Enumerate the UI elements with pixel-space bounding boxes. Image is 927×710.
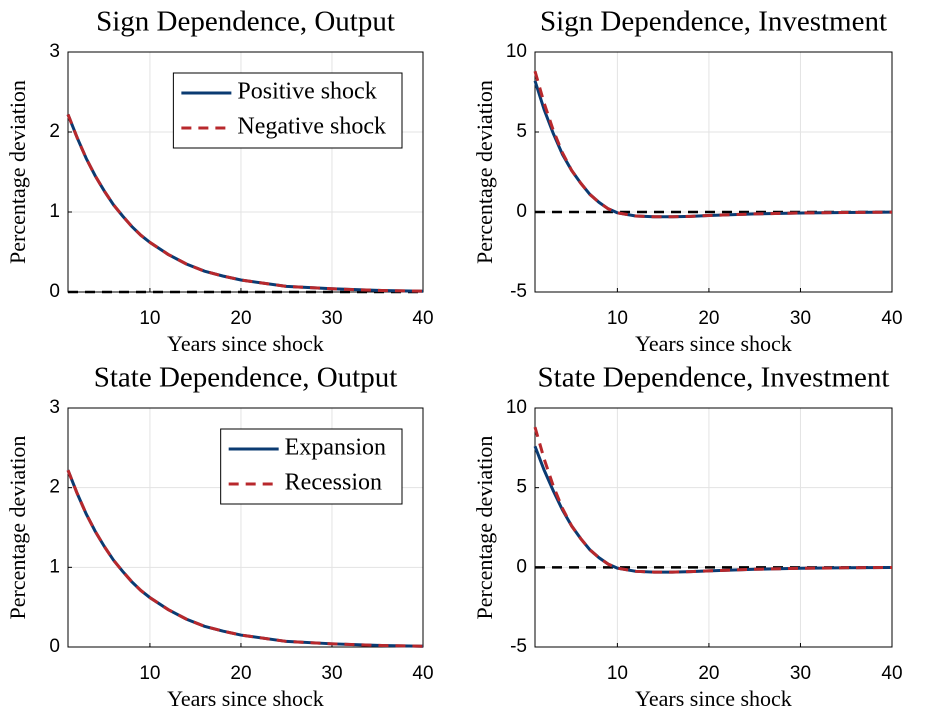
y-tick-label: 10 [506,397,527,418]
y-axis-label: Percentage deviation [472,436,497,620]
chart-title: State Dependence, Output [94,362,398,394]
x-tick-label: 30 [790,308,811,329]
chart-title: State Dependence, Investment [538,362,890,394]
y-tick-label: 5 [516,121,527,142]
series-line [533,80,893,219]
x-axis-label: Years since shock [167,331,324,356]
chart-title: Sign Dependence, Investment [540,6,887,38]
panel: 0 1 2 3 10 20 30 40 State Dependence, Output Year… [5,362,434,710]
y-tick-label: 10 [506,41,527,62]
x-axis-label: Years since shock [635,686,792,710]
legend-label: Negative shock [237,114,386,140]
y-tick-label: 0 [516,556,527,577]
x-tick-label: 10 [139,308,160,329]
y-tick-label: 2 [49,121,60,142]
x-tick-label: 10 [607,663,628,684]
x-tick-label: 20 [698,663,719,684]
legend-frame [220,428,403,505]
x-tick-label: 10 [139,663,160,684]
axes-frame [67,407,424,648]
panel: -5 0 5 10 10 20 30 40 State Dependence, Investme… [472,362,903,710]
y-tick-label: 3 [49,41,60,62]
y-tick-label: 2 [49,477,60,498]
x-tick-label: 40 [881,663,902,684]
y-tick-label: 1 [49,556,60,577]
x-tick-label: 20 [230,663,251,684]
x-tick-label: 30 [321,663,342,684]
axes-frame [534,51,893,293]
chart-title: Sign Dependence, Output [96,6,395,38]
panel: 0 1 2 3 10 20 30 40 Sign Dependence, Output Years… [5,6,434,356]
legend: Expansion Recession [220,428,403,505]
y-tick-label: 3 [49,397,60,418]
y-axis-label: Percentage deviation [5,436,30,620]
x-tick-label: 30 [321,308,342,329]
series-line [533,70,893,219]
legend: Positive shock Negative shock [172,72,403,149]
series-line [533,445,893,574]
x-tick-label: 40 [412,308,433,329]
y-tick-label: -5 [510,636,527,657]
y-tick-label: -5 [510,281,527,302]
x-tick-label: 30 [790,663,811,684]
series-line [66,469,424,648]
panel: -5 0 5 10 10 20 30 40 Sign Dependence, Investmen… [472,6,903,356]
y-axis-label: Percentage deviation [472,80,497,264]
legend-label: Expansion [285,435,386,461]
y-axis-label: Percentage deviation [5,80,30,264]
y-tick-label: 1 [49,201,60,222]
x-axis-label: Years since shock [635,331,792,356]
x-tick-label: 40 [881,308,902,329]
legend-frame [172,72,403,149]
x-tick-label: 40 [412,663,433,684]
y-tick-label: 0 [49,636,60,657]
x-axis-label: Years since shock [167,686,324,710]
x-tick-label: 20 [698,308,719,329]
y-tick-label: 5 [516,477,527,498]
legend-label: Positive shock [237,79,376,105]
axes-frame [534,407,893,648]
y-tick-label: 0 [516,201,527,222]
x-tick-label: 20 [230,308,251,329]
series-line [533,426,893,574]
y-tick-label: 0 [49,281,60,302]
x-tick-label: 10 [607,308,628,329]
legend-label: Recession [285,470,382,496]
series-line [66,113,424,293]
